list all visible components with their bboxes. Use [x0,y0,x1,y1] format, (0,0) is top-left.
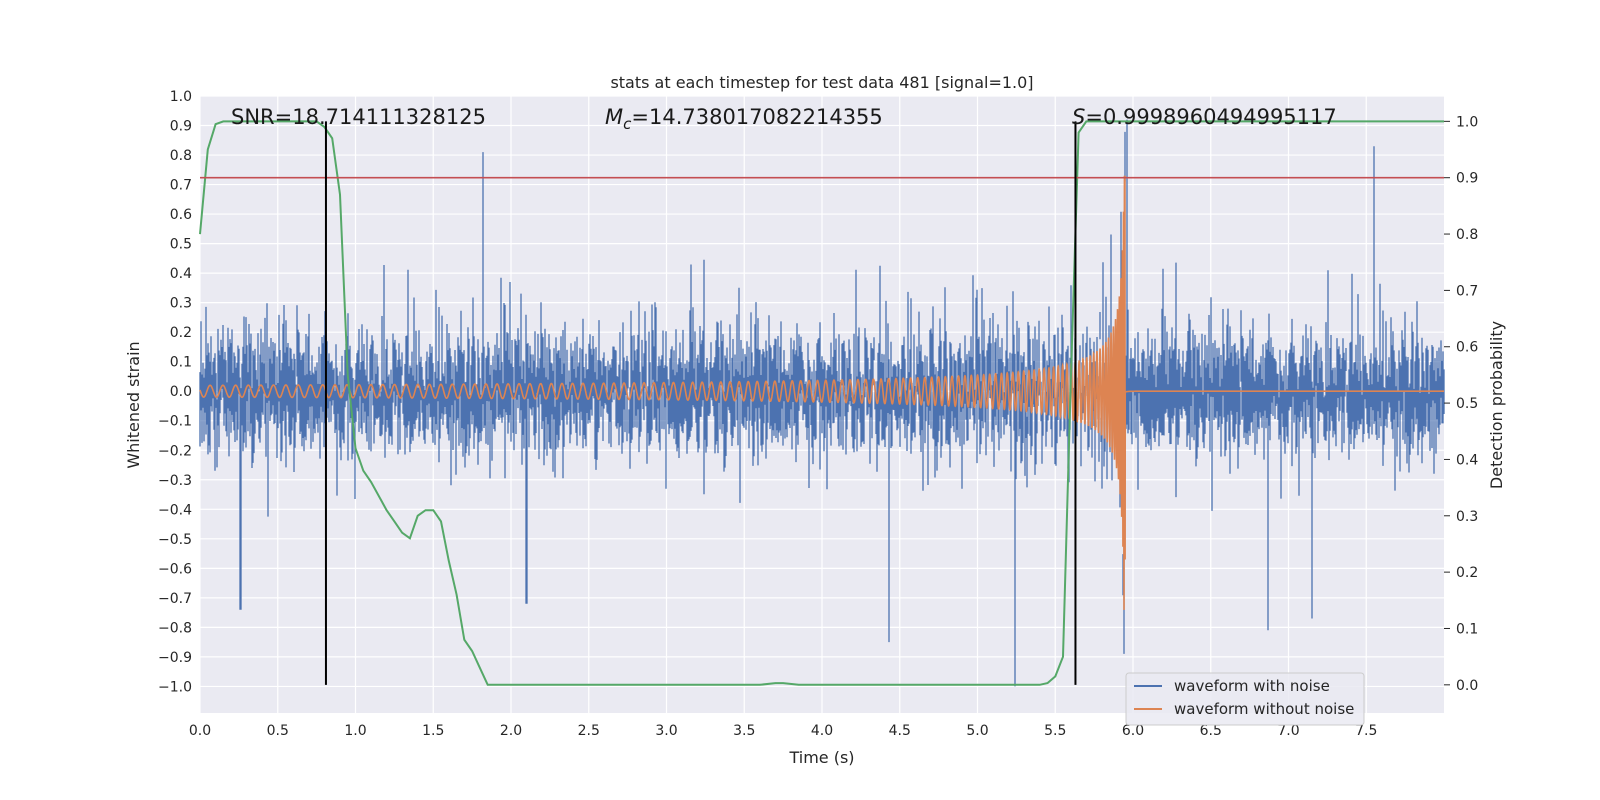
y-tick-label: 1.0 [170,89,192,105]
legend-label-noise: waveform with noise [1174,677,1330,695]
detection-statistic-annotation: S=0.9998960494995117 [1072,105,1337,129]
y2-tick-label: 0.8 [1456,227,1478,243]
chart-title: stats at each timestep for test data 481… [610,73,1033,92]
y-tick-label: 0.9 [170,119,192,135]
y2-tick-label: 0.5 [1456,396,1478,412]
y-axis-label: Whitened strain [124,341,143,468]
x-tick-label: 3.0 [655,723,677,739]
y2-axis-ticks: 1.0 0.9 0.8 0.7 0.6 0.5 0.4 0.3 0.2 0.1 0.0 [1444,114,1478,694]
y-tick-label: 0.8 [170,148,192,164]
x-tick-label: 0.0 [189,723,211,739]
series-detection-probability [199,120,1444,686]
y-tick-label: 0.2 [170,325,192,341]
y2-tick-label: 0.0 [1456,678,1478,694]
y-tick-label: −0.8 [158,620,192,636]
y2-axis-label: Detection probability [1487,321,1506,489]
y-tick-label: −0.9 [158,650,192,666]
y2-tick-label: 0.6 [1456,340,1478,356]
clean-waveform-line [199,175,1444,610]
x-tick-label: 2.5 [578,723,600,739]
y-tick-label: −0.3 [158,473,192,489]
overlay-lines [200,121,1444,685]
detection-statistic-value: =0.9998960494995117 [1085,105,1336,129]
chirp-mass-value: =14.738017082214355 [631,105,882,129]
y-tick-label: −0.5 [158,532,192,548]
y-tick-label: −0.1 [158,414,192,430]
y-tick-label: −0.6 [158,561,192,577]
y2-tick-label: 0.7 [1456,283,1478,299]
x-tick-label: 6.0 [1122,723,1144,739]
x-tick-label: 4.0 [811,723,833,739]
x-tick-label: 6.5 [1200,723,1222,739]
x-tick-label: 4.5 [889,723,911,739]
x-tick-label: 5.5 [1044,723,1066,739]
chirp-mass-subscript: c [623,115,632,133]
legend-label-clean: waveform without noise [1174,700,1354,718]
y-tick-label: −1.0 [158,679,192,695]
y2-tick-label: 0.3 [1456,509,1478,525]
y-tick-label: −0.7 [158,591,192,607]
snr-annotation: SNR=18.714111328125 [231,105,486,129]
y2-tick-label: 0.1 [1456,621,1478,637]
x-axis-ticks: 0.0 0.5 1.0 1.5 2.0 2.5 3.0 3.5 4.0 4.5 5.0 5.5 6.0 6… [189,723,1378,739]
y-tick-label: 0.7 [170,178,192,194]
y-tick-label: 0.6 [170,207,192,223]
detection-probability-line [199,120,1444,686]
x-tick-label: 7.0 [1277,723,1299,739]
x-tick-label: 5.0 [966,723,988,739]
x-tick-label: 1.5 [422,723,444,739]
x-tick-label: 2.0 [500,723,522,739]
y-tick-label: 0.3 [170,296,192,312]
x-tick-label: 0.5 [267,723,289,739]
x-axis-label: Time (s) [788,748,854,767]
y2-tick-label: 0.9 [1456,171,1478,187]
y-tick-label: 0.0 [170,384,192,400]
legend-box [1125,672,1365,726]
series-waveform-without-noise [199,175,1444,610]
y-tick-label: 0.4 [170,266,192,282]
x-tick-label: 3.5 [733,723,755,739]
y-axis-ticks: 1.0 0.9 0.8 0.7 0.6 0.5 0.4 0.3 0.2 0.1 0.0 −0.1 −0.… [158,89,192,695]
legend: waveform with noise waveform without noi… [1125,672,1365,726]
x-tick-label: 7.5 [1355,723,1377,739]
y-tick-label: 0.5 [170,237,192,253]
detection-statistic-symbol: S [1072,105,1085,129]
y2-tick-label: 1.0 [1456,114,1478,130]
chirp-mass-symbol: M [605,105,623,129]
y2-tick-label: 0.4 [1456,452,1478,468]
x-tick-label: 1.0 [344,723,366,739]
y-tick-label: −0.2 [158,443,192,459]
chirp-mass-annotation: Mc=14.738017082214355 [605,105,883,133]
y-tick-label: 0.1 [170,355,192,371]
y2-tick-label: 0.2 [1456,565,1478,581]
y-tick-label: −0.4 [158,502,192,518]
